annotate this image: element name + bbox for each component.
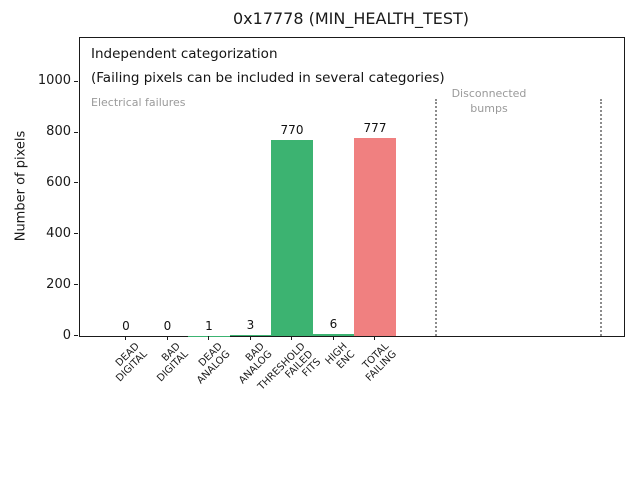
y-tick-label-400: 400 [46,225,71,241]
bar-bad-analog [229,335,272,336]
x-tick-mark [208,336,209,340]
region-separator-right-dotted-line [600,99,602,336]
x-tick-mark [332,336,334,340]
x-tick-mark [374,336,375,340]
bar-high-enc [312,334,355,336]
y-tick-mark [74,182,78,184]
y-tick-label-200: 200 [46,276,71,292]
bar-value-total-failing: 777 [363,121,387,136]
y-tick-mark [74,131,78,133]
x-tick-mark [291,336,292,340]
y-tick-label-800: 800 [46,124,71,140]
bar-value-high-enc: 6 [329,317,338,332]
bar-total-failing [354,138,396,336]
y-tick-mark [74,335,78,336]
y-tick-label-1000: 1000 [37,73,71,89]
x-tick-label-bad-digital: BAD DIGITAL [155,341,192,385]
bar-value-bad-analog: 3 [246,318,255,333]
chart-title: 0x17778 (MIN_HEALTH_TEST) [232,9,470,28]
plot-area: Independent categorization (Failing pixe… [79,37,625,337]
x-tick-label-total-failing: TOTAL FAILING [360,341,399,384]
y-axis-label: Number of pixels [13,130,29,242]
x-tick-label-high-enc: HIGH ENC [323,341,358,372]
bar-value-dead-digital: 0 [122,319,130,333]
annotation-note-line1: Independent categorization [91,46,278,62]
x-tick-label-dead-analog: DEAD ANALOG [195,341,233,387]
y-tick-mark [74,233,78,235]
y-tick-label-0: 0 [62,327,71,343]
bar-value-bad-digital: 0 [163,319,172,333]
region-label-disconnected-bumps: Disconnected bumps [451,87,527,115]
annotation-note-line2: (Failing pixels can be included in sever… [91,70,445,86]
y-tick-mark [74,80,78,82]
bar-threshold-failed-fits [271,140,313,336]
x-tick-mark [249,336,251,340]
x-tick-mark [166,336,168,340]
region-label-electrical-failures: Electrical failures [91,96,186,109]
bar-value-threshold-failed-fits: 770 [280,123,304,138]
bar-value-dead-analog: 1 [205,318,213,333]
x-tick-mark [125,336,126,340]
y-tick-label-600: 600 [46,174,71,190]
y-tick-mark [74,284,78,286]
region-separator-left-dotted-line [435,99,437,336]
x-tick-label-dead-digital: DEAD DIGITAL [113,341,150,385]
